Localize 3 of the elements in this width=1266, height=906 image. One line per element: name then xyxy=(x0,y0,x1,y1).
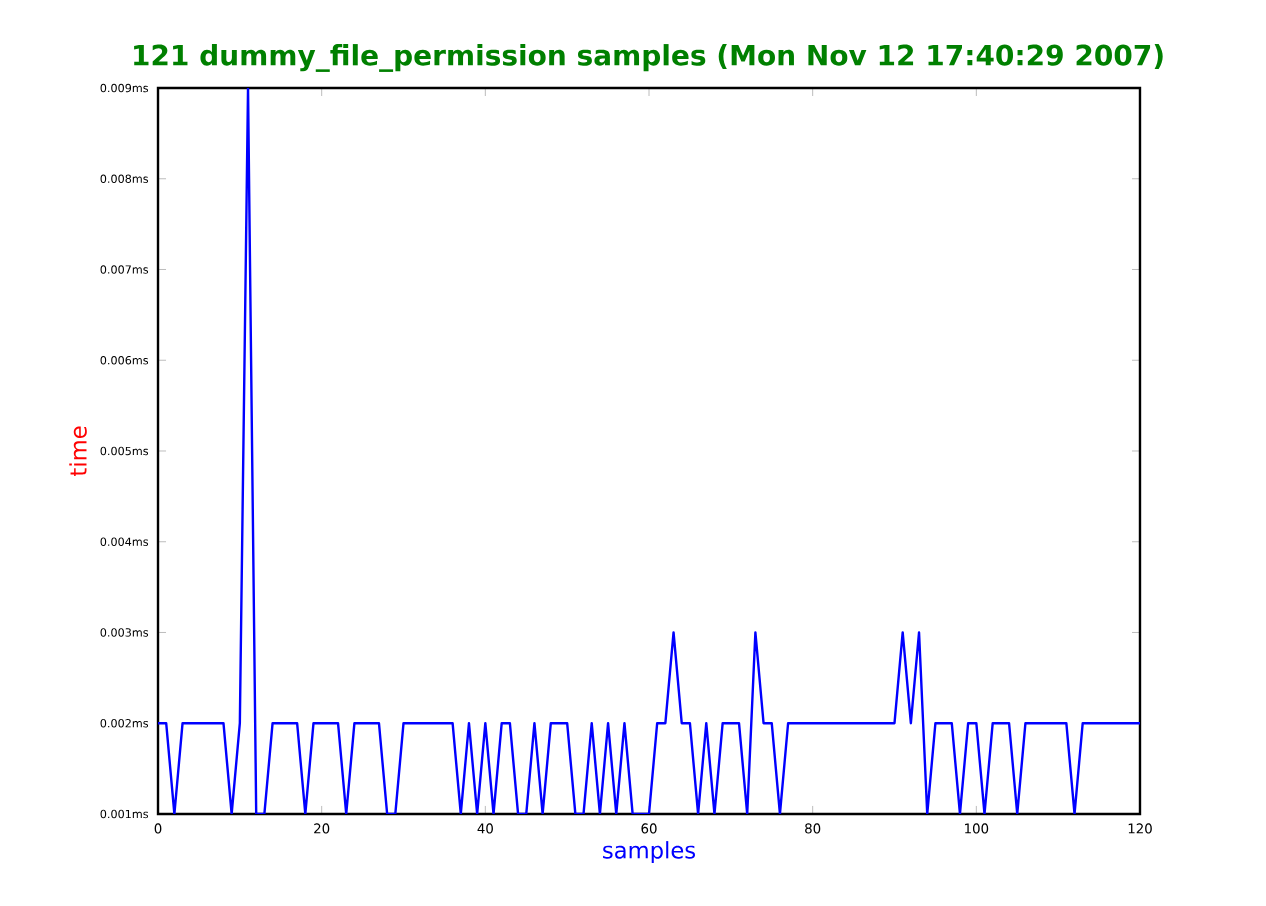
y-axis-title: time xyxy=(69,426,87,476)
chart-title: 121 dummy_file_permission samples (Mon Nov 12 17:40:29 2007) xyxy=(134,44,1163,72)
x-axis-title: samples xyxy=(603,841,696,864)
